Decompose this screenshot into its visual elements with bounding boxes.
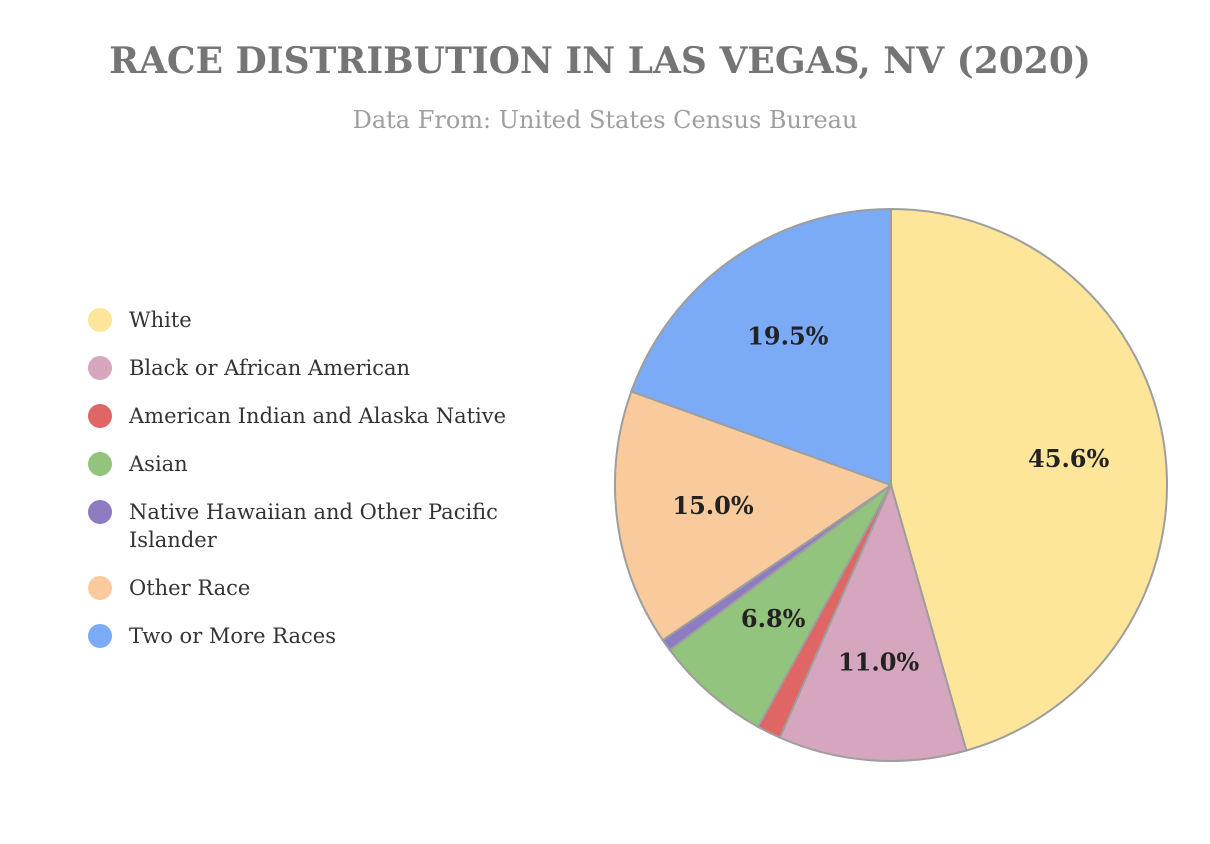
legend-item-white: White [88,306,538,334]
pie-slice-other-race [614,390,894,642]
legend-item-black-or-african-american: Black or African American [88,354,538,382]
legend-item-american-indian-and-alaska-native: American Indian and Alaska Native [88,402,538,430]
pie-slice-two-or-more-races [630,207,892,487]
data-label-white: 45.6% [1028,444,1109,473]
legend-item-native-hawaiian-and-other-pacific-islander: Native Hawaiian and Other Pacific Island… [88,498,538,554]
data-label-other-race: 15.0% [672,491,753,520]
legend-label: White [129,308,192,332]
legend-label: Black or African American [129,356,411,380]
legend-swatch [88,500,112,524]
pie-chart: 45.6% 11.0% 6.8% 15.0% 19.5% [614,207,1168,762]
data-label-two-or-more-races: 19.5% [747,322,828,351]
legend-label: Two or More Races [129,624,336,648]
legend-item-asian: Asian [88,450,538,478]
chart-subtitle: Data From: United States Census Bureau [352,106,858,134]
pie-slices [614,207,1168,762]
pie-slice-white [890,207,1168,752]
legend-label: Other Race [129,576,251,600]
legend-swatch [88,404,112,428]
chart-title: RACE DISTRIBUTION IN LAS VEGAS, NV (2020… [109,40,1091,82]
pie-data-labels: 45.6% 11.0% 6.8% 15.0% 19.5% [672,322,1109,677]
legend-label: American Indian and Alaska Native [129,404,507,428]
legend-swatch [88,308,112,332]
legend-swatch [88,624,112,648]
legend-label: Asian [129,452,188,476]
legend-swatch [88,356,112,380]
pie-slice-black-or-african-american [778,482,968,762]
legend-swatch [88,576,112,600]
data-label-black-or-african-american: 11.0% [838,647,919,676]
pie-slice-asian [668,484,892,729]
legend-item-two-or-more-races: Two or More Races [88,622,538,650]
chart-legend: White Black or African American American I… [88,306,538,670]
legend-item-other-race: Other Race [88,574,538,602]
data-label-asian: 6.8% [741,604,806,633]
legend-label: Native Hawaiian and Other Pacific Island… [129,500,498,552]
legend-swatch [88,452,112,476]
